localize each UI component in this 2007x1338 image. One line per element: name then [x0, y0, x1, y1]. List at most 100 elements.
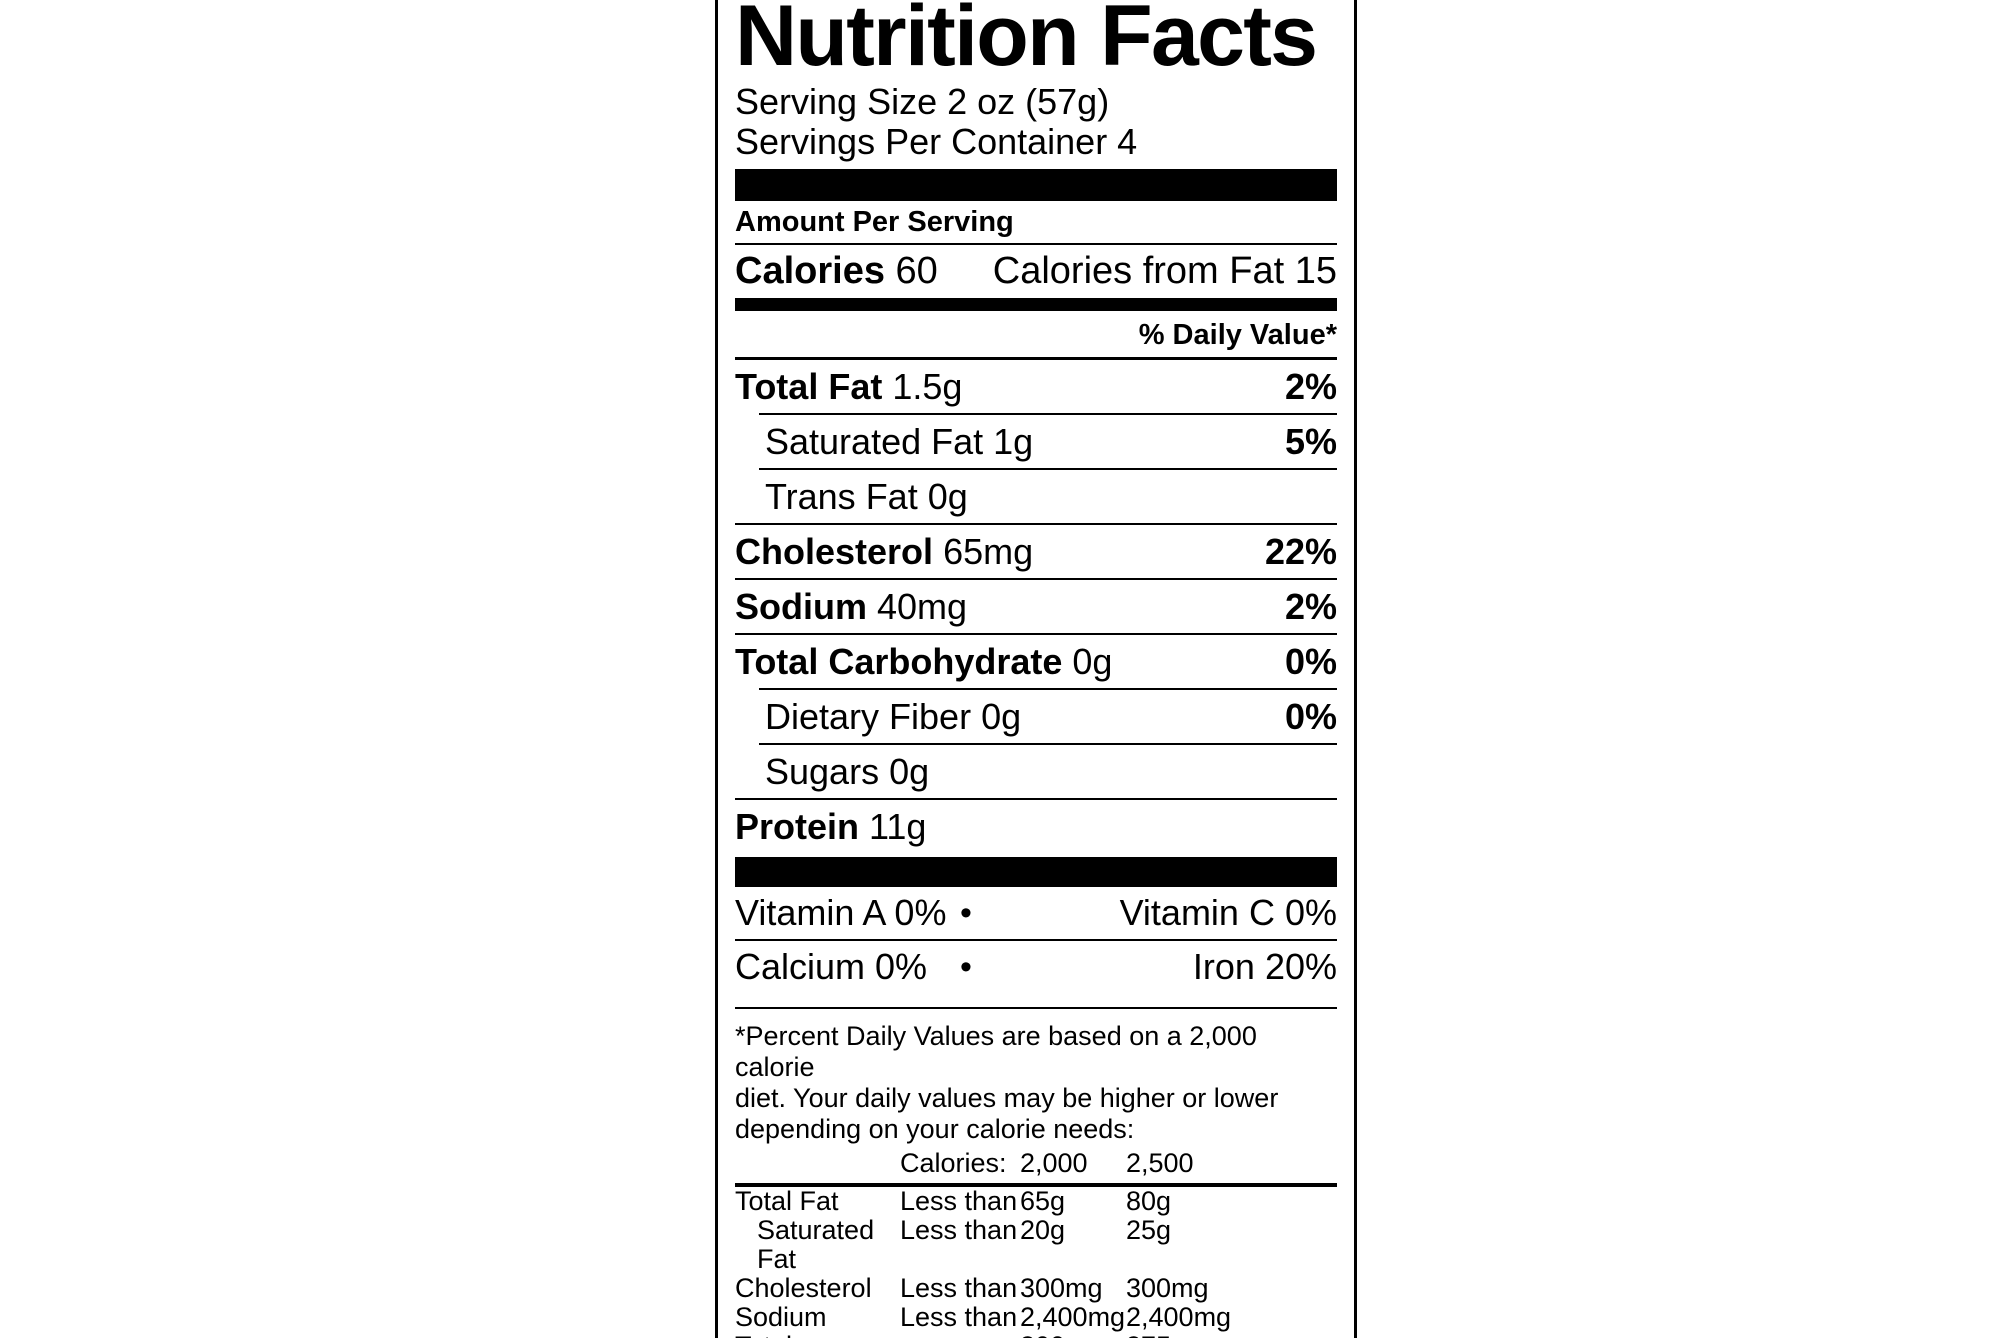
calories-value: Calories 60 — [735, 250, 938, 292]
percent-daily-value-header: % Daily Value* — [735, 311, 1337, 360]
dv-row-2000: 20g — [1020, 1215, 1066, 1245]
dv-row-2500: 300mg — [1126, 1273, 1209, 1303]
footnote-line: depending on your calorie needs: — [735, 1114, 1135, 1144]
row-divider — [735, 523, 1337, 525]
calories-row: Calories 60 Calories from Fat 15 — [735, 245, 1337, 298]
calories-number: 60 — [895, 250, 938, 292]
col-2500-header: 2,500 — [1126, 1148, 1194, 1178]
row-divider — [759, 468, 1337, 470]
nutrient-name: Sodium — [735, 586, 867, 627]
calcium: Calcium 0% — [735, 946, 928, 987]
nutrient-row-sugars: Sugars 0g — [735, 745, 1337, 798]
row-divider — [759, 413, 1337, 415]
dv-row-name: Total Fat — [735, 1186, 839, 1216]
row-divider — [759, 688, 1337, 690]
row-divider — [735, 939, 1337, 941]
thick-divider-bottom — [735, 857, 1337, 887]
dv-row-name: Total Carbohydrate — [735, 1332, 900, 1338]
nutrient-name: Total Fat — [735, 366, 883, 407]
dv-row-qualifier: Less than — [900, 1273, 1018, 1303]
nutrient-text: Total Carbohydrate 0g — [735, 643, 1112, 680]
nutrition-facts-label: Nutrition Facts Serving Size 2 oz (57g) … — [715, 0, 1357, 1338]
nutrient-text: Trans Fat 0g — [765, 478, 968, 515]
dv-row-2000: 300mg — [1020, 1273, 1103, 1303]
dv-row-qualifier — [900, 1332, 1020, 1338]
nutrient-name: Saturated Fat — [765, 421, 984, 462]
bullet-separator: • — [960, 894, 972, 932]
nutrient-text: Sodium 40mg — [735, 588, 967, 625]
nutrient-text: Dietary Fiber 0g — [765, 698, 1021, 735]
calories-column-label: Calories: — [900, 1148, 1007, 1178]
serving-size: Serving Size 2 oz (57g) — [735, 81, 1110, 122]
dv-row-2000: 65g — [1020, 1186, 1066, 1216]
dv-row-name: Saturated Fat — [757, 1215, 875, 1274]
nutrient-row-sodium: Sodium 40mg 2% — [735, 580, 1337, 633]
calories-label: Calories — [735, 250, 885, 292]
nutrient-amount: 1g — [993, 421, 1034, 462]
nutrient-dv: 22% — [1264, 531, 1337, 572]
nutrient-text: Sugars 0g — [765, 753, 929, 790]
nutrient-amount: 0g — [889, 751, 930, 792]
nutrient-amount: 1.5g — [892, 366, 963, 407]
section-divider — [735, 1007, 1337, 1009]
nutrient-dv: 2% — [1284, 366, 1337, 407]
nutrient-row-protein: Protein 11g — [735, 800, 1337, 853]
dv-table-body: Total Fat Less than 65g 80g Saturated Fa… — [735, 1187, 1337, 1338]
nutrient-name: Protein — [735, 806, 860, 847]
dv-row-2000: 2,400mg — [1020, 1302, 1126, 1332]
nutrient-dv: 0% — [1284, 641, 1337, 682]
nutrient-name: Cholesterol — [735, 531, 934, 572]
calories-from-fat: Calories from Fat 15 — [992, 250, 1337, 292]
nutrient-row-trans-fat: Trans Fat 0g — [735, 470, 1337, 523]
servings-per-container: Servings Per Container 4 — [735, 121, 1138, 162]
vitamin-a: Vitamin A 0% — [735, 892, 947, 933]
dv-row-2500: 25g — [1126, 1215, 1172, 1245]
nutrient-name: Total Carbohydrate — [735, 641, 1063, 682]
dv-row-name: Cholesterol — [735, 1273, 872, 1303]
nutrient-amount: 0g — [1072, 641, 1113, 682]
dv-row-name: Sodium — [735, 1302, 827, 1332]
nutrient-dv: 0% — [1284, 696, 1337, 737]
bullet-separator: • — [960, 948, 972, 986]
row-divider — [759, 743, 1337, 745]
row-divider — [735, 633, 1337, 635]
footnote-line: *Percent Daily Values are based on a 2,0… — [735, 1021, 1257, 1082]
nutrient-name: Sugars — [765, 751, 880, 792]
thick-divider-top — [735, 169, 1337, 201]
nutrient-amount: 0g — [927, 476, 968, 517]
dv-row-qualifier: Less than — [900, 1302, 1018, 1332]
nutrient-name: Trans Fat — [765, 476, 918, 517]
dv-row-2500: 375g — [1126, 1332, 1337, 1338]
nutrient-text: Saturated Fat 1g — [765, 423, 1033, 460]
dv-table-header: Calories: 2,000 2,500 — [735, 1149, 1337, 1187]
dv-row-2500: 80g — [1126, 1186, 1172, 1216]
col-2000-header: 2,000 — [1020, 1148, 1088, 1178]
label-title: Nutrition Facts — [735, 0, 1318, 84]
dv-row-qualifier: Less than — [900, 1186, 1018, 1216]
nutrient-row-saturated-fat: Saturated Fat 1g 5% — [735, 415, 1337, 468]
vitamin-row-1: Vitamin A 0% • Vitamin C 0% — [735, 887, 1337, 939]
dv-row-2000: 300g — [1020, 1332, 1126, 1338]
nutrient-text: Total Fat 1.5g — [735, 368, 962, 405]
empty-cell — [735, 1149, 900, 1177]
nutrient-row-total-fat: Total Fat 1.5g 2% — [735, 360, 1337, 413]
nutrient-amount: 40mg — [877, 586, 968, 627]
nutrient-amount: 0g — [981, 696, 1022, 737]
nutrient-name: Dietary Fiber — [765, 696, 972, 737]
nutrient-amount: 65mg — [943, 531, 1034, 572]
nutrient-text: Cholesterol 65mg — [735, 533, 1033, 570]
medium-divider — [735, 298, 1337, 311]
nutrient-dv: 5% — [1284, 421, 1337, 462]
vitamin-c: Vitamin C 0% — [1119, 892, 1337, 933]
serving-info: Serving Size 2 oz (57g) Servings Per Con… — [735, 82, 1337, 162]
nutrient-dv: 2% — [1284, 586, 1337, 627]
dv-row-qualifier: Less than — [900, 1215, 1018, 1245]
nutrient-amount: 11g — [869, 806, 927, 847]
nutrient-row-total-carbohydrate: Total Carbohydrate 0g 0% — [735, 635, 1337, 688]
vitamin-row-2: Calcium 0% • Iron 20% — [735, 941, 1337, 993]
footnote: *Percent Daily Values are based on a 2,0… — [735, 1021, 1337, 1145]
row-divider — [735, 798, 1337, 800]
dv-row-2500: 2,400mg — [1126, 1302, 1232, 1332]
row-divider — [735, 578, 1337, 580]
